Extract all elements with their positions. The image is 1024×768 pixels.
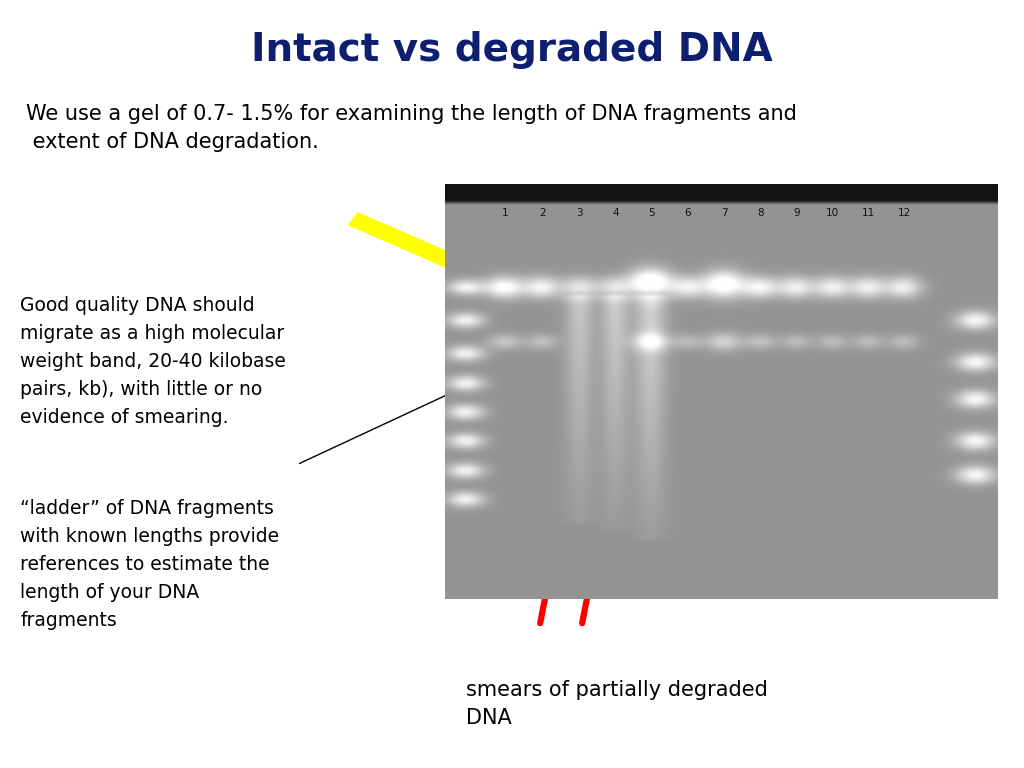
- Text: 7: 7: [721, 207, 728, 217]
- FancyArrow shape: [348, 213, 547, 305]
- Text: smears of partially degraded
DNA: smears of partially degraded DNA: [466, 680, 768, 728]
- Text: 3: 3: [577, 207, 583, 217]
- Text: 12: 12: [898, 207, 911, 217]
- Text: 5: 5: [648, 207, 655, 217]
- Text: 11: 11: [862, 207, 876, 217]
- Text: 10: 10: [826, 207, 839, 217]
- Text: 1: 1: [502, 207, 509, 217]
- Text: 8: 8: [758, 207, 764, 217]
- Text: Intact vs degraded DNA: Intact vs degraded DNA: [251, 31, 773, 69]
- Text: 4: 4: [612, 207, 620, 217]
- Text: We use a gel of 0.7- 1.5% for examining the length of DNA fragments and
 extent : We use a gel of 0.7- 1.5% for examining …: [26, 104, 797, 152]
- Text: 2: 2: [539, 207, 546, 217]
- Text: “ladder” of DNA fragments
with known lengths provide
references to estimate the
: “ladder” of DNA fragments with known len…: [20, 499, 280, 631]
- Text: 6: 6: [684, 207, 691, 217]
- Text: Good quality DNA should
migrate as a high molecular
weight band, 20-40 kilobase
: Good quality DNA should migrate as a hig…: [20, 296, 287, 427]
- Text: 9: 9: [794, 207, 800, 217]
